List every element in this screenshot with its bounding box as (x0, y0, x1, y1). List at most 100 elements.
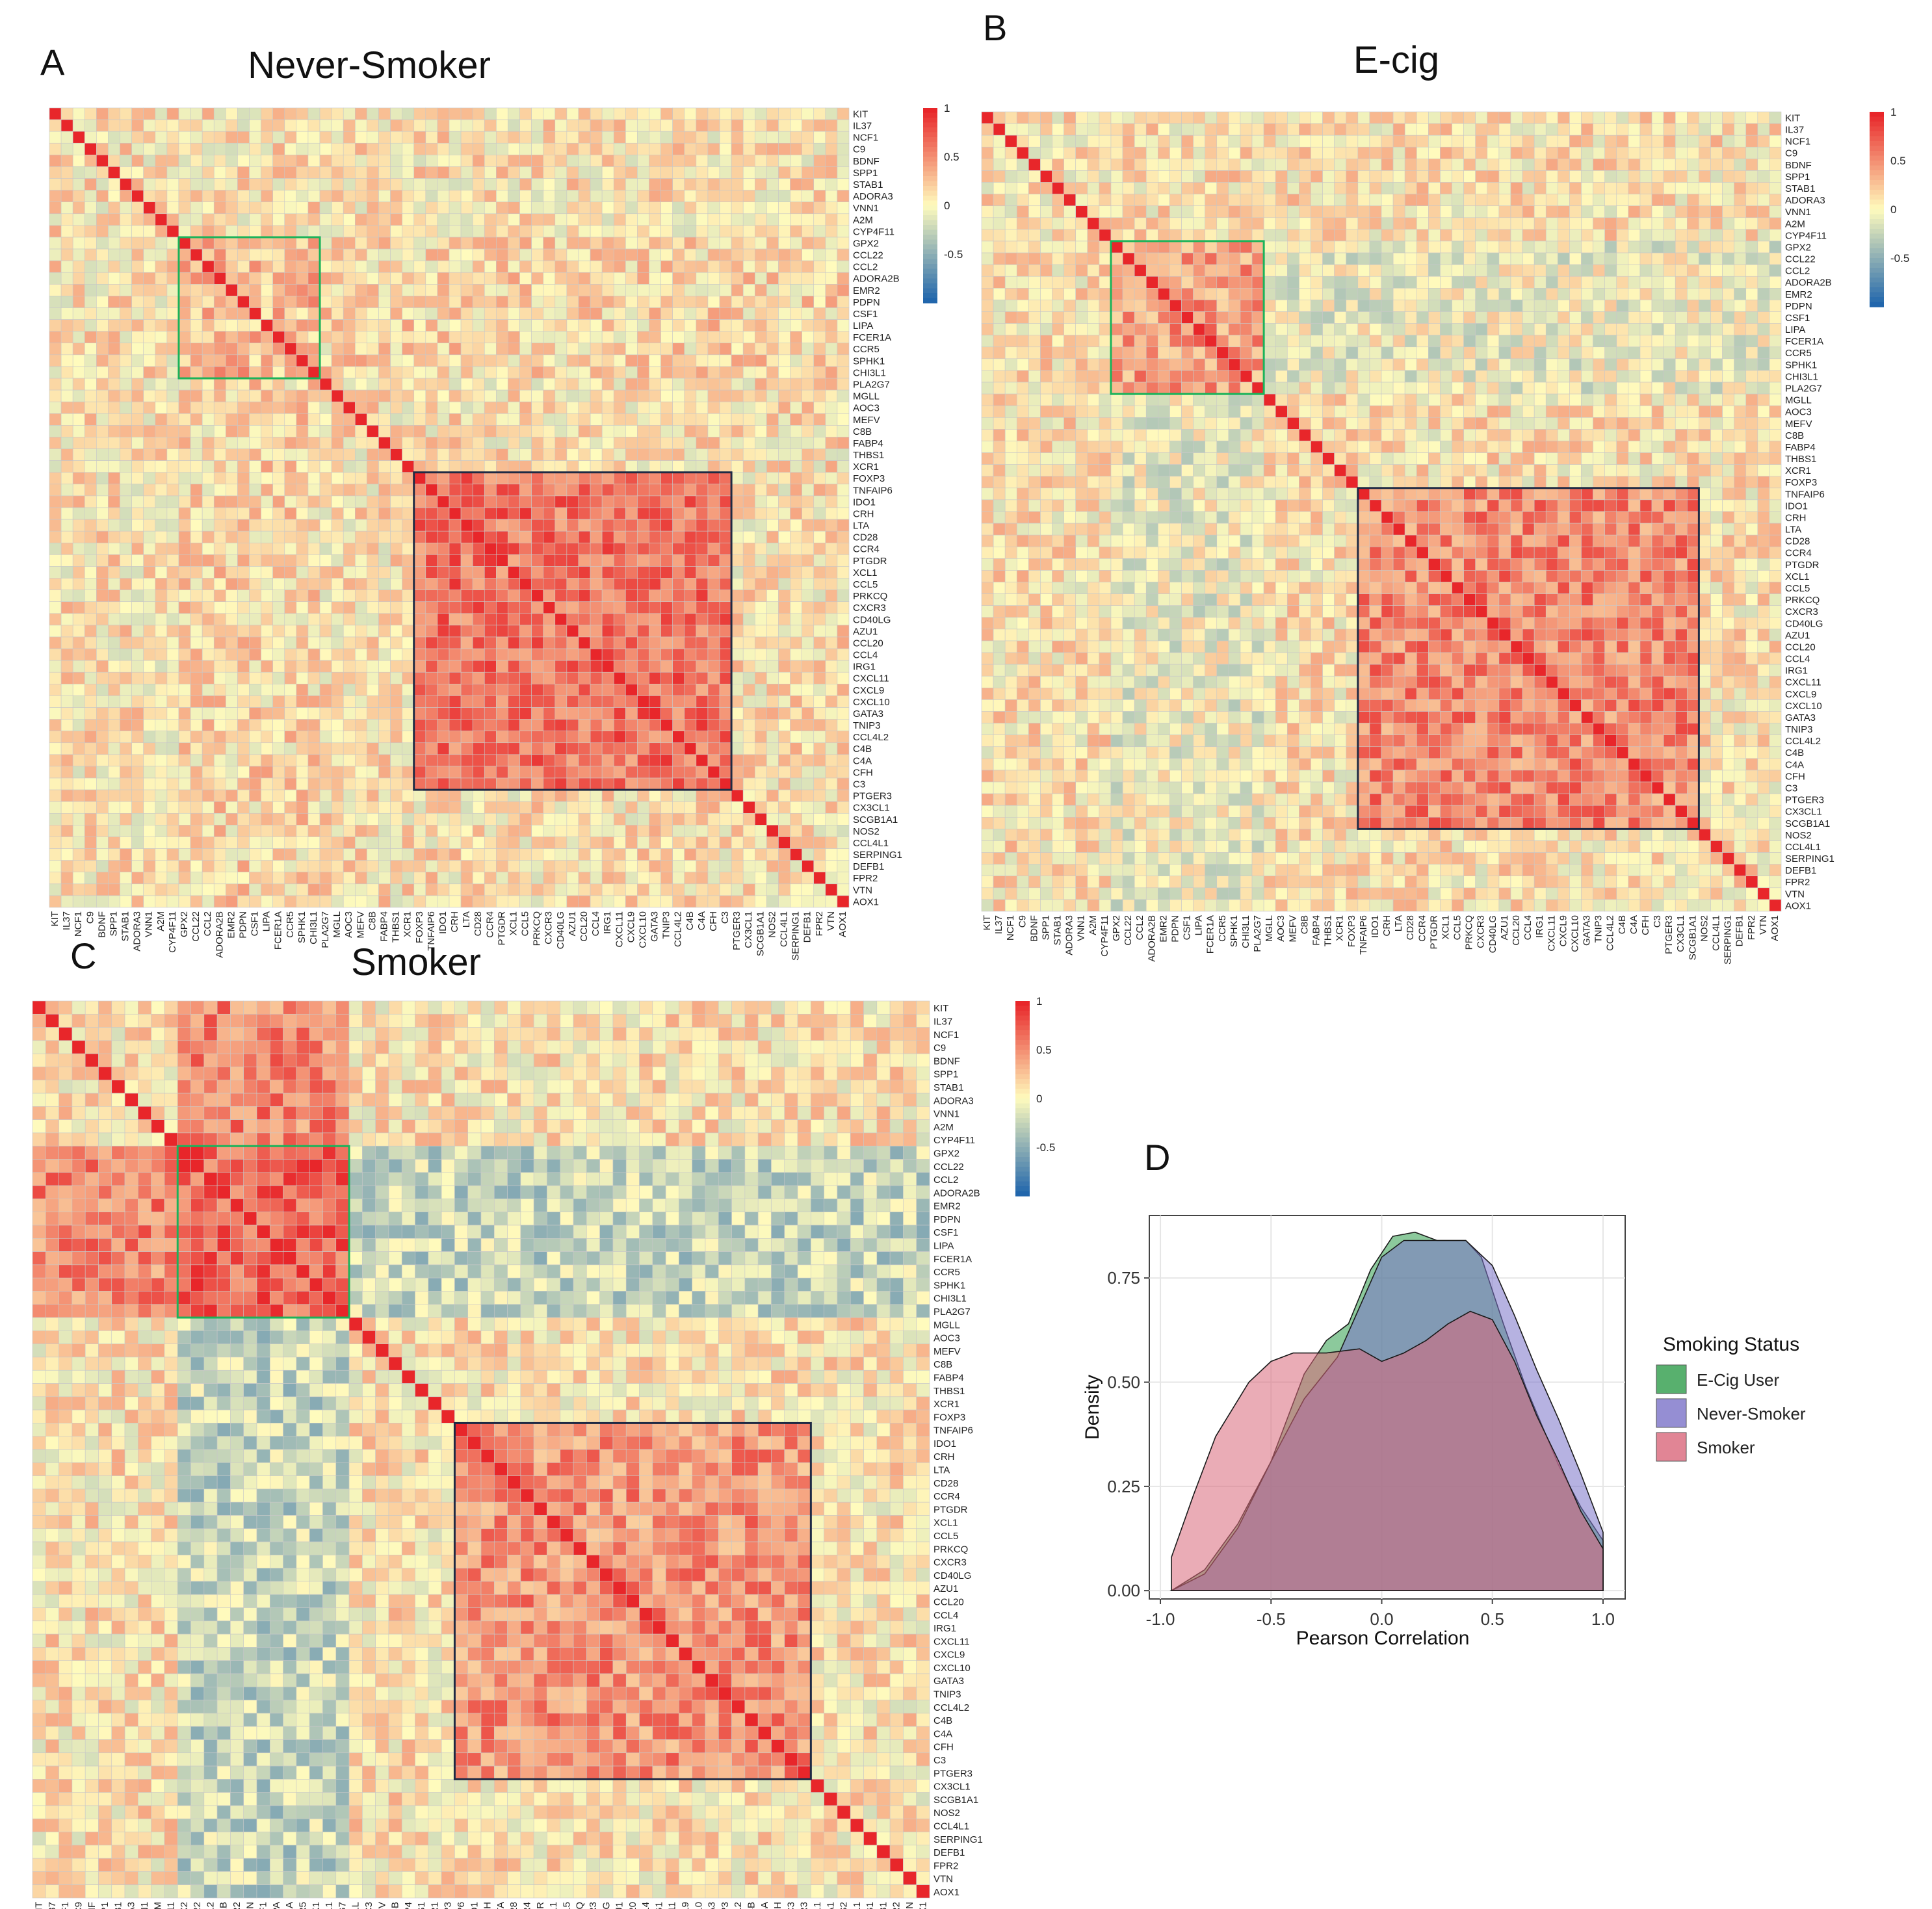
heatmap-cell (754, 625, 767, 638)
heatmap-cell (331, 155, 344, 167)
heatmap-cell (237, 260, 250, 273)
heatmap-cell (108, 519, 120, 532)
heatmap-cell (96, 319, 109, 331)
heatmap-cell (390, 742, 402, 755)
heatmap-cell (707, 707, 720, 720)
heatmap-cell (284, 448, 297, 461)
heatmap-cell (425, 225, 438, 238)
heatmap-cell (1487, 111, 1500, 124)
heatmap-cell (1286, 123, 1299, 136)
heatmap-cell (672, 437, 685, 449)
heatmap-cell (120, 742, 132, 755)
heatmap-cell (343, 119, 356, 132)
heatmap-cell (307, 648, 320, 661)
heatmap-cell (766, 777, 779, 790)
heatmap-cell (402, 366, 415, 379)
heatmap-cell (707, 812, 720, 825)
heatmap-cell (1628, 123, 1641, 136)
heatmap-cell (367, 519, 379, 532)
heatmap-cell (742, 237, 755, 250)
heatmap-cell (543, 319, 556, 331)
heatmap-cell (1251, 135, 1264, 148)
heatmap-cell (555, 354, 568, 367)
heatmap-cell (613, 507, 626, 520)
heatmap-cell (84, 636, 97, 649)
heatmap-cell (72, 437, 85, 449)
heatmap-cell (296, 801, 309, 814)
heatmap-cell (672, 107, 685, 120)
heatmap-cell (472, 578, 485, 590)
heatmap-cell (296, 837, 309, 849)
heatmap-cell (84, 860, 97, 873)
heatmap-cell (555, 578, 568, 590)
heatmap-cell (719, 671, 732, 684)
heatmap-cell (367, 707, 379, 720)
heatmap-cell (531, 378, 544, 391)
heatmap-cell (402, 425, 415, 437)
heatmap-cell (1263, 123, 1276, 136)
heatmap-cell (284, 812, 297, 825)
heatmap-cell (1110, 123, 1123, 136)
heatmap-cell (96, 213, 109, 226)
heatmap-cell (96, 578, 109, 590)
heatmap-cell (166, 766, 179, 779)
heatmap-cell (343, 378, 356, 391)
heatmap-cell (731, 507, 744, 520)
heatmap-cell (343, 695, 356, 708)
heatmap-cell (837, 671, 850, 684)
heatmap-cell (484, 237, 497, 250)
heatmap-cell (719, 319, 732, 331)
heatmap-cell (296, 225, 309, 238)
heatmap-cell (566, 742, 579, 755)
heatmap-cell (578, 777, 591, 790)
heatmap-cell (202, 425, 215, 437)
heatmap-cell (1169, 111, 1182, 124)
heatmap-cell (390, 354, 402, 367)
heatmap-cell (249, 542, 261, 555)
heatmap-cell (378, 213, 391, 226)
heatmap-cell (343, 178, 356, 190)
heatmap-cell (460, 296, 473, 308)
heatmap-cell (155, 201, 168, 214)
heatmap-cell (578, 883, 591, 896)
row-label: LIPA (853, 320, 873, 331)
heatmap-cell (766, 590, 779, 603)
heatmap-cell (1769, 123, 1782, 136)
heatmap-cell (802, 825, 815, 837)
heatmap-cell (72, 754, 85, 767)
heatmap-cell (131, 166, 144, 179)
heatmap-cell (625, 719, 638, 731)
heatmap-cell (84, 142, 97, 155)
heatmap-cell (178, 801, 191, 814)
heatmap-cell (508, 495, 520, 508)
heatmap-cell (319, 695, 332, 708)
heatmap-cell (519, 213, 532, 226)
heatmap-cell (284, 413, 297, 426)
heatmap-cell (178, 542, 191, 555)
heatmap-cell (96, 366, 109, 379)
heatmap-cell (413, 507, 426, 520)
heatmap-cell (566, 448, 579, 461)
heatmap-cell (837, 472, 850, 485)
heatmap-cell (143, 754, 156, 767)
heatmap-cell (484, 272, 497, 285)
heatmap-cell (460, 354, 473, 367)
heatmap-cell (649, 812, 661, 825)
heatmap-cell (213, 284, 226, 296)
heatmap-cell (178, 636, 191, 649)
heatmap-cell (543, 613, 556, 626)
heatmap-cell (49, 331, 62, 344)
heatmap-cell (413, 695, 426, 708)
heatmap-cell (1475, 135, 1488, 148)
heatmap-cell (166, 307, 179, 320)
heatmap-cell (402, 225, 415, 238)
heatmap-cell (166, 684, 179, 696)
heatmap-cell (802, 260, 815, 273)
heatmap-cell (96, 166, 109, 179)
heatmap-cell (108, 860, 120, 873)
heatmap-cell (249, 142, 261, 155)
heatmap-cell (637, 613, 649, 626)
heatmap-cell (460, 789, 473, 802)
heatmap-cell (390, 284, 402, 296)
heatmap-cell (719, 707, 732, 720)
